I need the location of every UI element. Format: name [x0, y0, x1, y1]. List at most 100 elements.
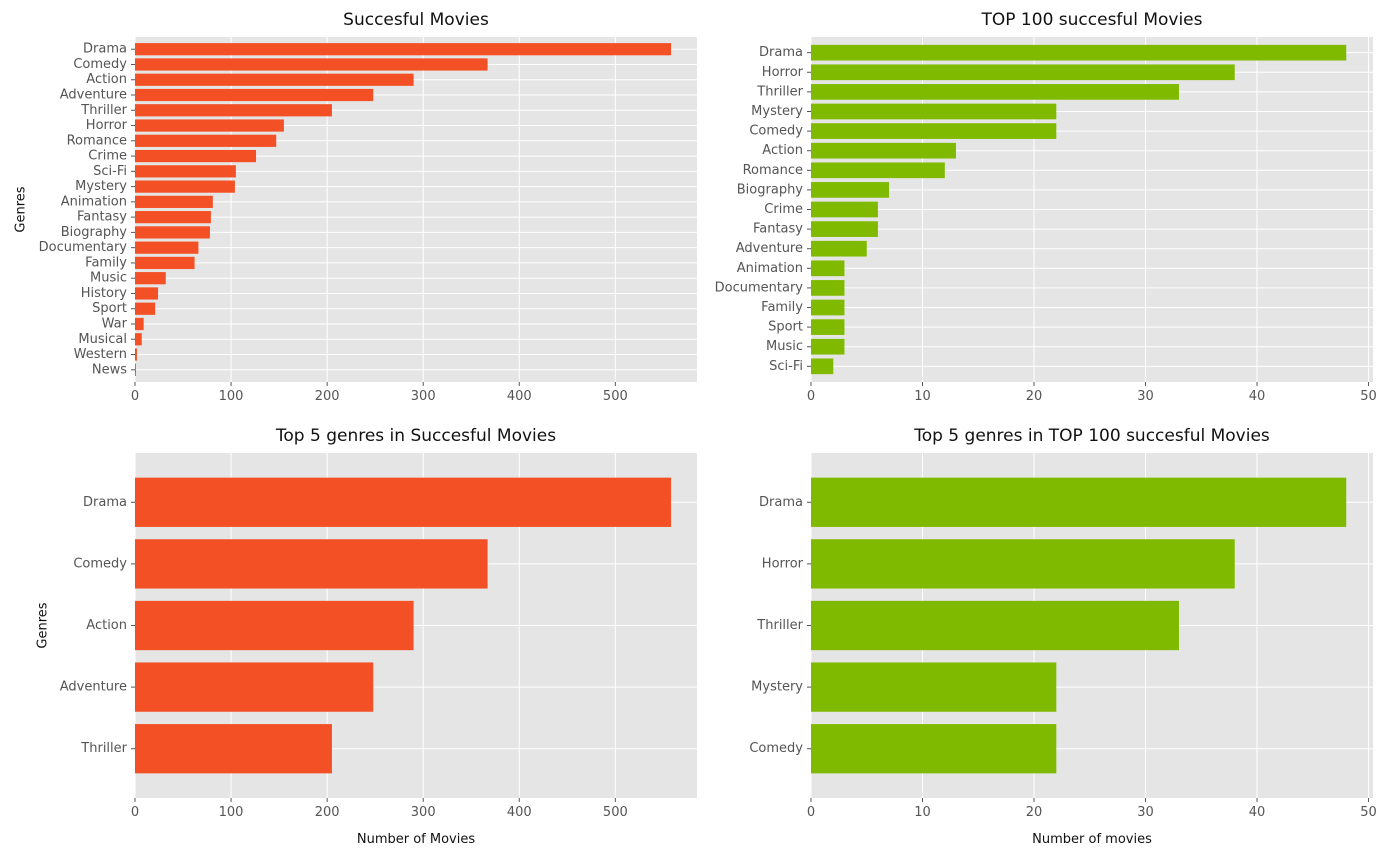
bar-sport: [811, 319, 845, 335]
y-tick-label: Music: [766, 339, 803, 354]
x-tick-label: 200: [315, 389, 340, 404]
x-tick-label: 40: [1249, 389, 1266, 404]
bar-action: [135, 600, 414, 651]
y-tick-label: Musical: [78, 332, 127, 347]
y-tick-label: Adventure: [60, 88, 127, 103]
bar-family: [811, 299, 845, 316]
bar-documentary: [135, 241, 199, 254]
bar-war: [135, 317, 144, 331]
x-tick-label: 100: [219, 389, 244, 404]
x-tick-label: 200: [315, 805, 340, 820]
y-tick-label: Drama: [83, 42, 127, 57]
y-tick-label: Sport: [92, 301, 127, 316]
y-tick-label: Action: [762, 143, 803, 158]
bar-comedy: [135, 58, 488, 71]
bar-western: [135, 348, 137, 361]
x-tick-label: 500: [603, 389, 628, 404]
bar-musical: [135, 333, 142, 346]
bar-mystery: [811, 103, 1057, 120]
bar-documentary: [811, 280, 845, 296]
x-tick-label: 0: [131, 805, 139, 820]
y-tick-label: Mystery: [751, 104, 803, 119]
bar-action: [811, 142, 956, 159]
y-tick-label: Sci-Fi: [93, 164, 127, 179]
y-tick-label: Adventure: [736, 241, 803, 256]
chart-title: Top 5 genres in TOP 100 succesful Movies: [913, 426, 1270, 446]
bar-news: [135, 363, 136, 376]
bar-horror: [811, 64, 1235, 81]
bar-thriller: [811, 84, 1179, 100]
y-tick-label: Biography: [61, 225, 128, 240]
bar-mystery: [135, 180, 235, 193]
chart-title: Top 5 genres in Succesful Movies: [275, 426, 556, 446]
y-tick-label: Documentary: [39, 240, 128, 255]
y-tick-label: Drama: [759, 495, 803, 510]
y-tick-label: Thriller: [80, 103, 127, 118]
bar-music: [135, 272, 166, 285]
x-tick-label: 500: [603, 805, 628, 820]
bar-crime: [811, 201, 878, 218]
y-tick-label: Action: [86, 618, 127, 633]
bar-history: [135, 287, 159, 300]
y-tick-label: Horror: [762, 556, 804, 571]
bar-comedy: [811, 123, 1057, 139]
y-tick-label: Biography: [737, 182, 804, 197]
y-tick-label: Horror: [762, 65, 804, 80]
bar-adventure: [811, 240, 867, 257]
y-tick-label: Horror: [86, 118, 128, 133]
y-tick-label: Animation: [737, 261, 803, 276]
y-tick-label: Thriller: [80, 741, 127, 756]
y-tick-label: War: [102, 316, 128, 331]
x-axis-label: Number of movies: [1032, 832, 1152, 847]
chart-panel-3: Drama Comedy Action Adventure Thriller 0 100 20…: [36, 426, 697, 847]
bar-action: [135, 73, 414, 86]
y-tick-label: Thriller: [756, 84, 803, 99]
bar-biography: [811, 182, 890, 198]
y-axis-label: Genres: [36, 602, 51, 648]
y-tick-label: Documentary: [715, 280, 804, 295]
bar-sci-fi: [811, 358, 834, 375]
x-tick-label: 300: [411, 805, 436, 820]
y-tick-label: Comedy: [73, 556, 127, 571]
y-tick-label: Fantasy: [77, 210, 127, 225]
y-tick-label: Mystery: [75, 179, 127, 194]
chart-panel-4: Drama Horror Thriller Mystery Comedy 0 10 20 30 4…: [749, 426, 1376, 847]
y-tick-label: Family: [85, 255, 127, 270]
bar-music: [811, 338, 845, 355]
y-tick-label: News: [92, 362, 127, 377]
y-axis-label: Genres: [14, 186, 29, 232]
bar-adventure: [135, 662, 374, 712]
bar-animation: [135, 195, 213, 208]
bar-horror: [135, 119, 284, 132]
x-tick-label: 0: [807, 389, 815, 404]
bar-fantasy: [811, 221, 878, 237]
bar-family: [135, 256, 195, 270]
y-tick-label: Music: [90, 271, 127, 286]
y-tick-label: Drama: [83, 495, 127, 510]
bar-drama: [135, 477, 672, 527]
y-tick-label: History: [81, 286, 128, 301]
chart-panel-1: DramaComedyActionAdventureThrillerHorror…: [14, 10, 697, 404]
bar-drama: [811, 44, 1347, 61]
y-tick-label: Thriller: [756, 618, 803, 633]
x-tick-label: 30: [1137, 805, 1154, 820]
y-tick-label: Comedy: [749, 741, 803, 756]
bar-drama: [135, 43, 672, 56]
x-tick-label: 50: [1360, 389, 1377, 404]
x-tick-label: 0: [807, 805, 815, 820]
bar-mystery: [811, 662, 1057, 712]
y-tick-label: Drama: [759, 45, 803, 60]
bar-horror: [811, 539, 1235, 589]
chart-panel-2: Drama Horror Thriller Mystery Comedy Action Ro…: [715, 10, 1377, 404]
y-tick-label: Fantasy: [753, 222, 803, 237]
y-tick-label: Romance: [67, 133, 127, 148]
bar-thriller: [811, 600, 1179, 651]
bar-sci-fi: [135, 165, 236, 178]
bar-animation: [811, 260, 845, 277]
x-axis-label: Number of Movies: [357, 832, 475, 847]
y-tick-label: Comedy: [73, 57, 127, 72]
plot-background: [135, 37, 697, 382]
chart-title: Succesful Movies: [343, 10, 489, 30]
y-tick-label: Family: [761, 300, 803, 315]
